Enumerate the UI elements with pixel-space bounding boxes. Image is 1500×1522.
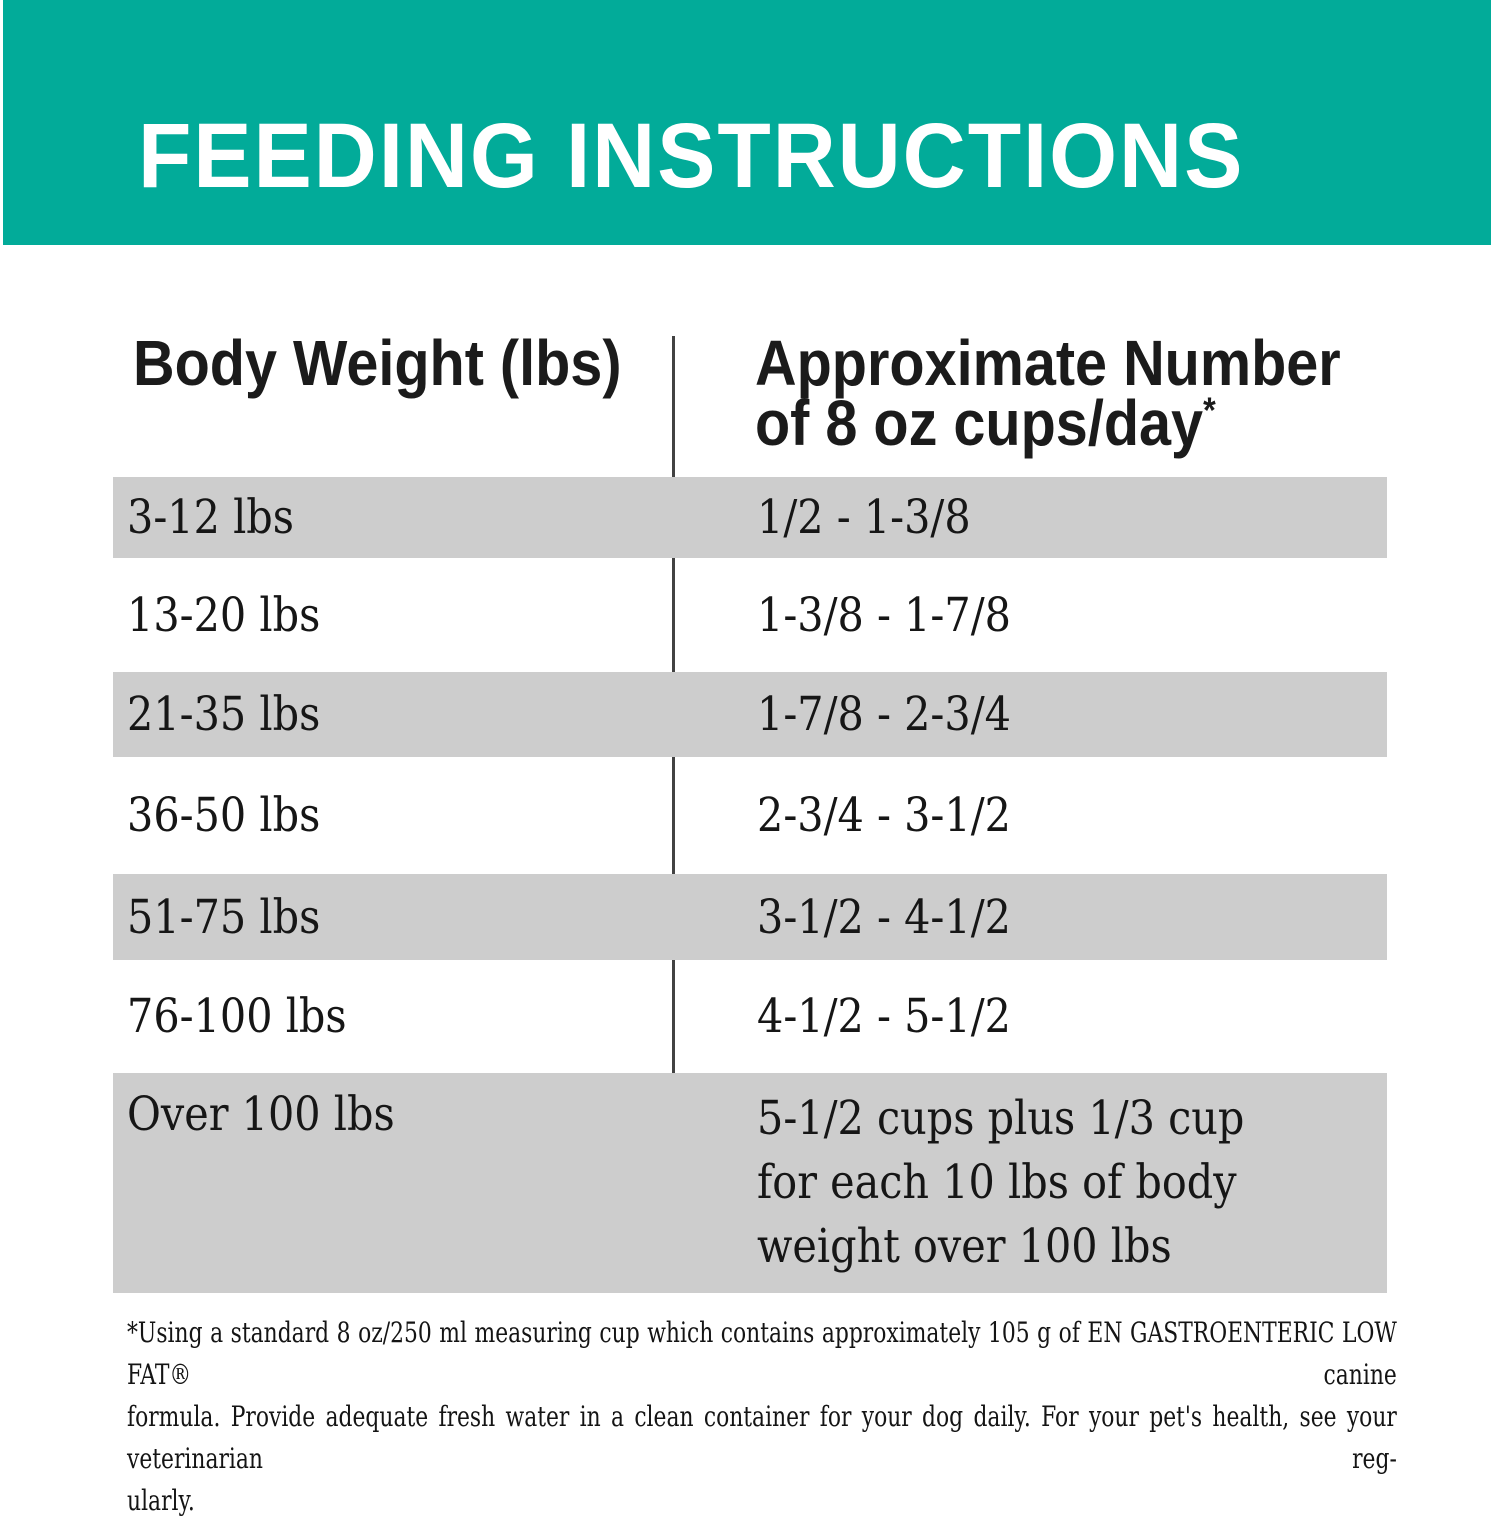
table-row: 36-50 lbs 2-3/4 - 3-1/2 (113, 757, 1387, 874)
column-divider-line (672, 336, 675, 1293)
cups-per-day-cell: 4-1/2 - 5-1/2 (757, 989, 1011, 1044)
cups-per-day-cell: 1-3/8 - 1-7/8 (757, 587, 1011, 643)
cups-per-day-cell: 5-1/2 cups plus 1/3 cup for each 10 lbs … (672, 1073, 1387, 1279)
column-header-body-weight: Body Weight (lbs) (133, 327, 622, 399)
cups-text-line: weight over 100 lbs (757, 1219, 1172, 1274)
body-weight-cell: Over 100 lbs (127, 1087, 395, 1142)
table-row: 21-35 lbs 1-7/8 - 2-3/4 (113, 672, 1387, 757)
footnote-line: *Using a standard 8 oz/250 ml measuring … (127, 1316, 1397, 1391)
cups-per-day-cell: 2-3/4 - 3-1/2 (757, 788, 1011, 843)
cups-per-day-cell: 1/2 - 1-3/8 (757, 490, 971, 545)
footnote-line: ularly. (127, 1484, 195, 1517)
cups-text-line: 5-1/2 cups plus 1/3 cup (757, 1091, 1245, 1146)
footnote-line: formula. Provide adequate fresh water in… (127, 1400, 1397, 1475)
body-weight-cell: 3-12 lbs (127, 490, 295, 545)
cups-per-day-cell: 3-1/2 - 4-1/2 (757, 889, 1011, 945)
table-row: 51-75 lbs 3-1/2 - 4-1/2 (113, 874, 1387, 960)
cups-text-line: for each 10 lbs of body (757, 1155, 1237, 1210)
column-header-cups-line2: of 8 oz cups/day (755, 387, 1204, 459)
body-weight-cell: 51-75 lbs (127, 889, 321, 945)
column-header-cups-line1: Approximate Number (755, 327, 1341, 399)
table-row: 76-100 lbs 4-1/2 - 5-1/2 (113, 960, 1387, 1073)
footnote-asterisk: * (1203, 389, 1216, 431)
header-banner: FEEDING INSTRUCTIONS (3, 0, 1491, 245)
body-weight-cell: 13-20 lbs (127, 587, 321, 643)
feeding-table: 3-12 lbs 1/2 - 1-3/8 13-20 lbs 1-3/8 - 1… (113, 477, 1387, 1293)
body-weight-cell: 76-100 lbs (127, 989, 347, 1044)
table-row: 13-20 lbs 1-3/8 - 1-7/8 (113, 558, 1387, 672)
cups-per-day-cell: 1-7/8 - 2-3/4 (757, 687, 1011, 742)
table-row: 3-12 lbs 1/2 - 1-3/8 (113, 477, 1387, 558)
body-weight-cell: 36-50 lbs (127, 788, 321, 843)
page-title: FEEDING INSTRUCTIONS (138, 105, 1245, 207)
footnote: *Using a standard 8 oz/250 ml measuring … (127, 1312, 1397, 1522)
column-header-cups-per-day: Approximate Number of 8 oz cups/day* (755, 331, 1341, 455)
table-row: Over 100 lbs 5-1/2 cups plus 1/3 cup for… (113, 1073, 1387, 1293)
body-weight-cell: 21-35 lbs (127, 687, 321, 742)
